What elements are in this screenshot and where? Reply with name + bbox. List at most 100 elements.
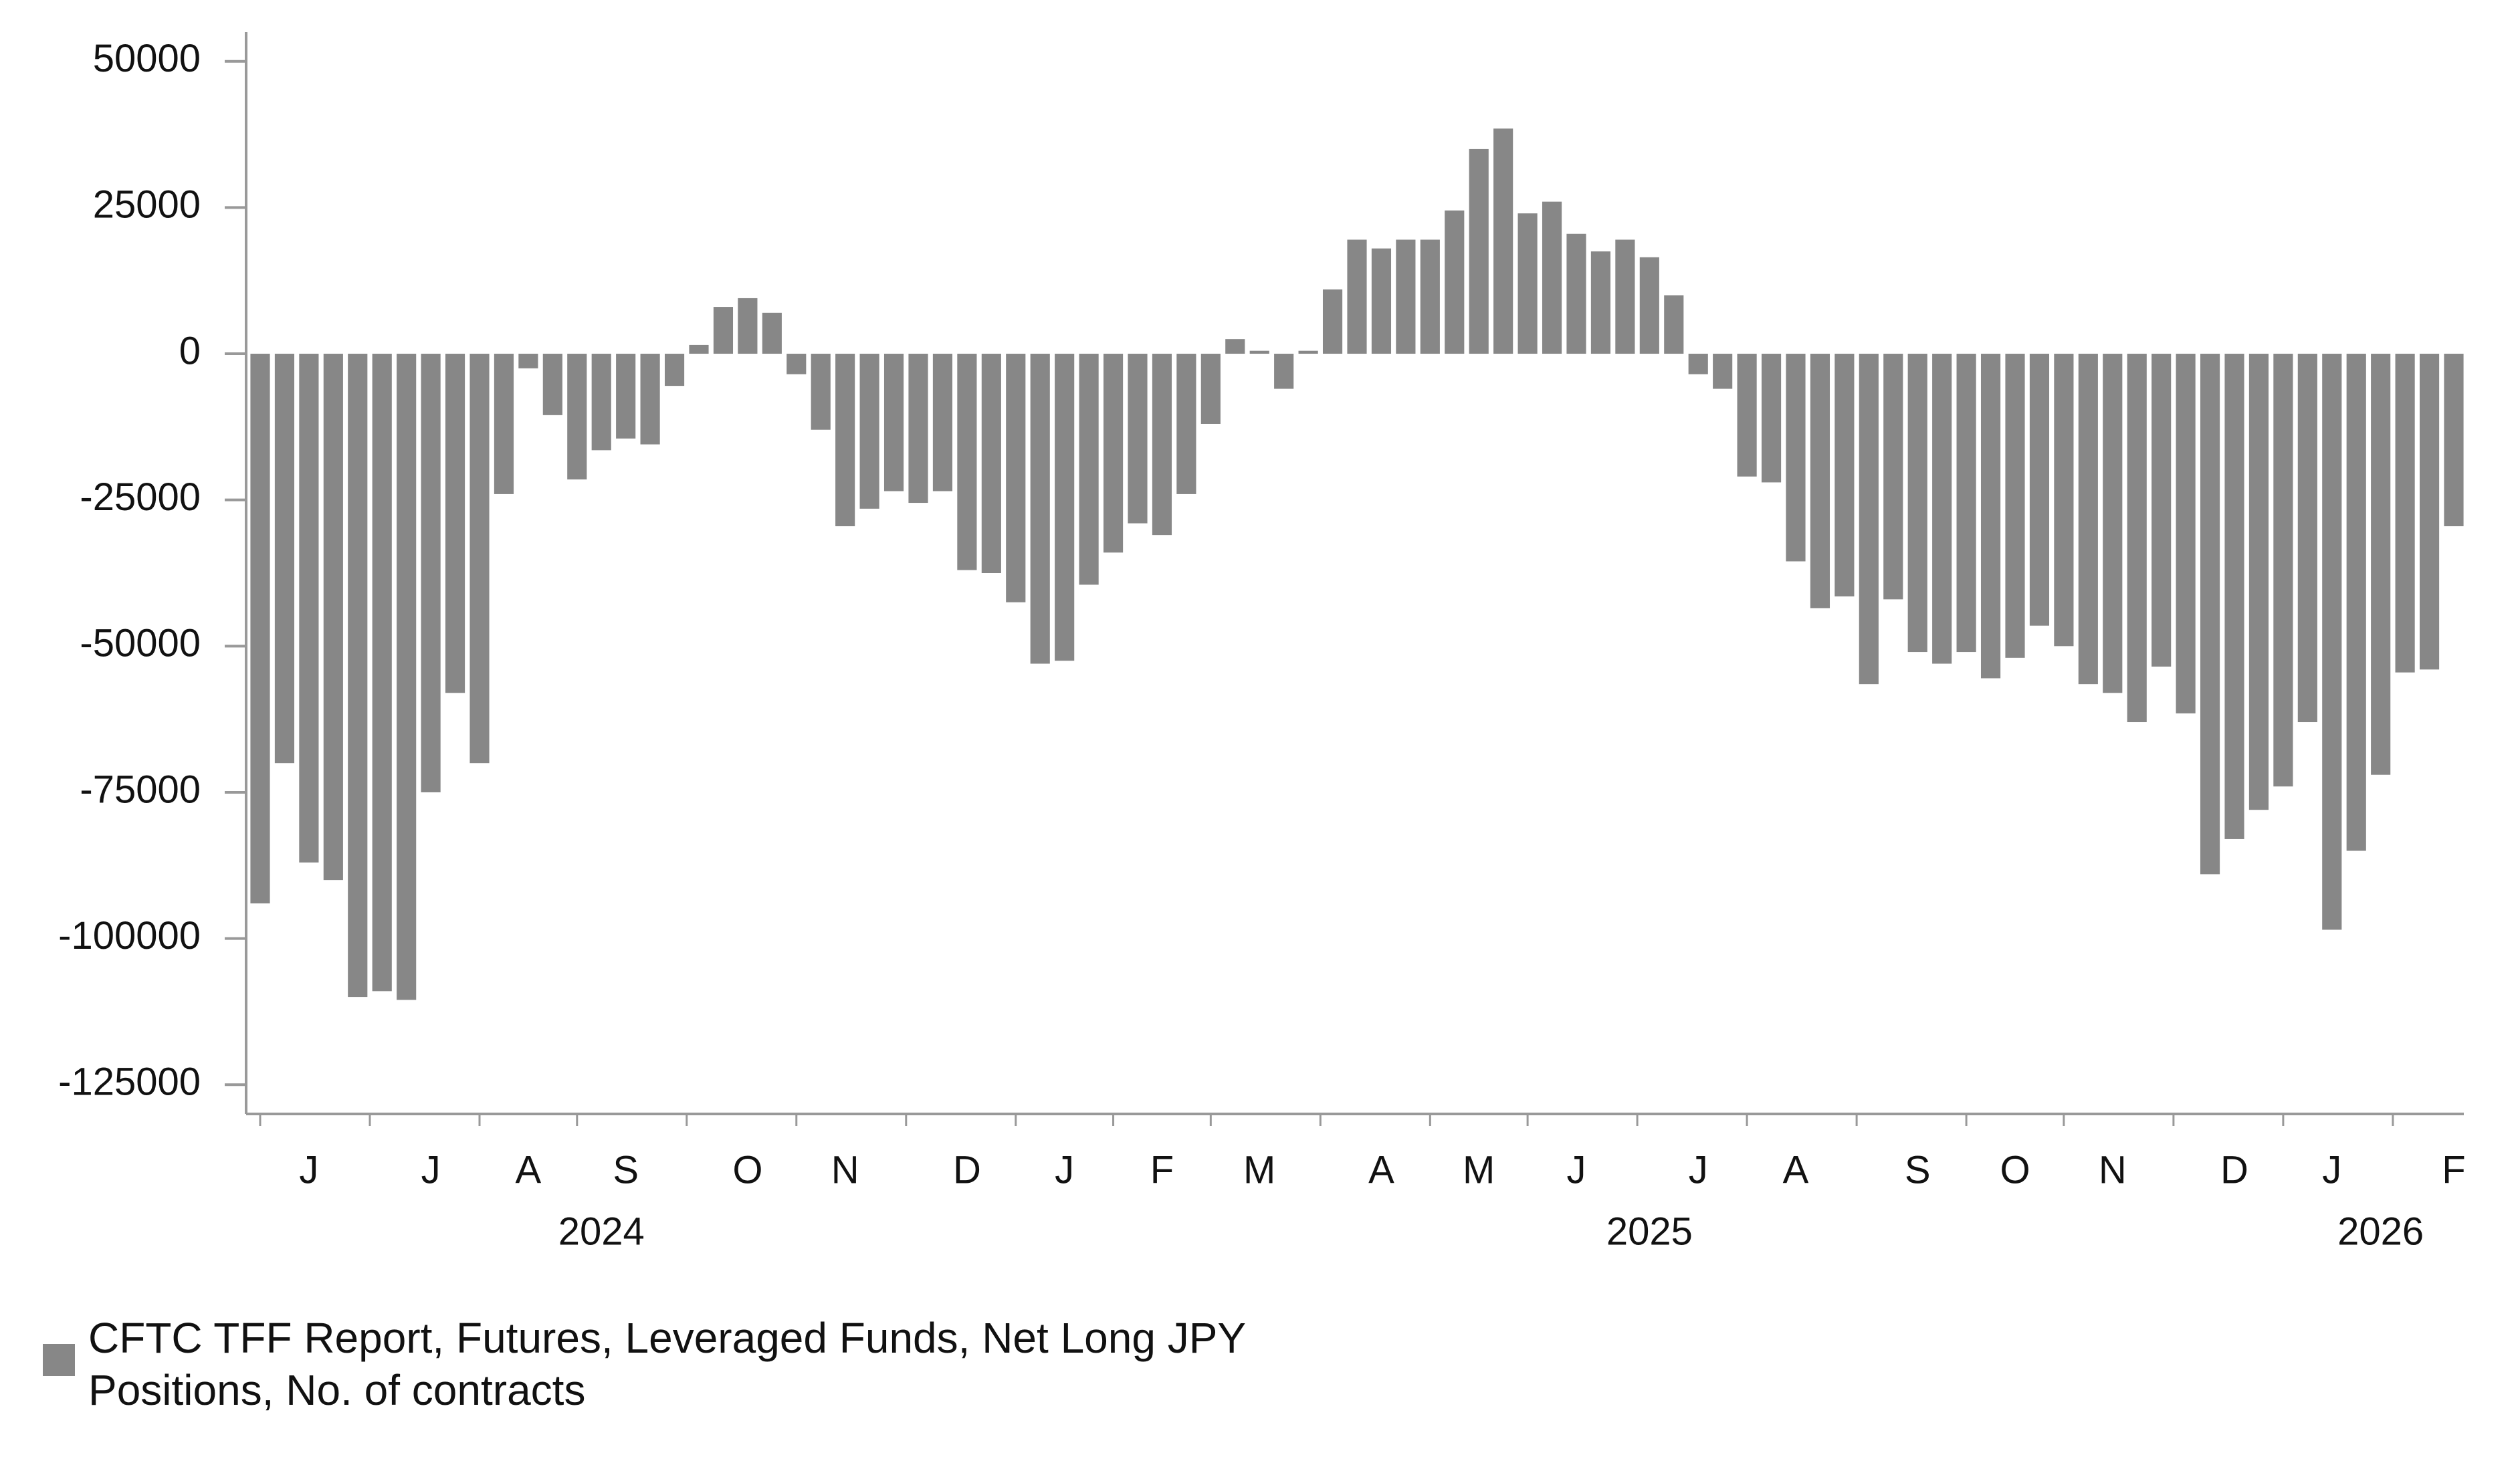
bar xyxy=(2127,354,2147,723)
bar xyxy=(1055,354,1075,661)
bar xyxy=(445,354,465,693)
bar xyxy=(494,354,514,494)
x-tick-label: D xyxy=(2220,1148,2248,1192)
bar xyxy=(762,312,782,354)
bar xyxy=(2029,354,2050,626)
bar xyxy=(1566,233,1586,354)
bar xyxy=(811,354,831,430)
bar xyxy=(1859,354,1879,685)
bar xyxy=(2151,354,2172,667)
bar xyxy=(1079,354,1099,585)
bar xyxy=(372,354,392,992)
bar xyxy=(1615,239,1635,354)
y-tick-label: -50000 xyxy=(80,622,201,665)
bar xyxy=(1030,354,1050,664)
x-tick-label: J xyxy=(421,1148,441,1192)
x-tick-label: M xyxy=(1463,1148,1495,1192)
bar xyxy=(1761,354,1782,483)
bar xyxy=(2248,354,2269,810)
bar xyxy=(591,354,611,451)
bar xyxy=(2395,354,2415,673)
bar xyxy=(1688,354,1708,374)
bar xyxy=(1517,213,1538,354)
bar xyxy=(1103,354,1124,553)
x-tick-label: J xyxy=(1055,1148,1074,1192)
bar xyxy=(1396,239,1416,354)
bar xyxy=(859,354,879,509)
legend: CFTC TFF Report, Futures, Leveraged Fund… xyxy=(43,1312,1426,1416)
bar xyxy=(274,354,295,764)
bar xyxy=(421,354,441,792)
chart: -125000 -100000 -75000 -50000 -25000 0 25000 50… xyxy=(58,32,2466,1253)
bar xyxy=(1274,354,1294,389)
x-tick-label: F xyxy=(2442,1148,2465,1192)
bar xyxy=(1590,251,1611,354)
bar xyxy=(2371,354,2391,775)
x-tick-label: S xyxy=(613,1148,639,1192)
y-tick-label: 50000 xyxy=(93,37,201,80)
bar xyxy=(1128,354,1148,524)
x-tick-label: J xyxy=(1567,1148,1586,1192)
x-tick-label: D xyxy=(953,1148,981,1192)
bar xyxy=(1810,354,1830,608)
bar xyxy=(1225,339,1245,354)
bar xyxy=(2078,354,2098,685)
x-tick-label: J xyxy=(2322,1148,2341,1192)
bar xyxy=(2224,354,2244,839)
bar xyxy=(542,354,562,415)
bar xyxy=(1664,295,1684,354)
y-tick-label: 0 xyxy=(179,329,201,372)
y-tick-label: 25000 xyxy=(93,183,201,227)
y-tick-label: -100000 xyxy=(58,914,201,957)
bar xyxy=(2346,354,2366,851)
bar xyxy=(1176,354,1196,494)
x-tick-label: J xyxy=(299,1148,318,1192)
bar xyxy=(348,354,368,998)
bar xyxy=(689,344,709,354)
x-tick-label: O xyxy=(732,1148,762,1192)
bar xyxy=(957,354,977,570)
bar xyxy=(908,354,928,503)
bar xyxy=(1737,354,1757,477)
bar xyxy=(1322,289,1343,354)
bar xyxy=(2200,354,2220,875)
bar xyxy=(786,354,807,374)
bar xyxy=(1298,350,1318,354)
bar xyxy=(1883,354,1903,600)
bar xyxy=(1249,350,1269,354)
bar xyxy=(1932,354,1952,664)
y-tick-label: -75000 xyxy=(80,768,201,811)
bar xyxy=(1200,354,1221,424)
x-tick-label: S xyxy=(1905,1148,1931,1192)
bar xyxy=(2297,354,2317,723)
bar xyxy=(518,354,538,368)
legend-swatch xyxy=(43,1344,75,1376)
bar xyxy=(1493,128,1513,354)
bar xyxy=(2176,354,2196,713)
bar xyxy=(1834,354,1855,596)
bar xyxy=(1347,239,1367,354)
bar xyxy=(299,354,319,863)
y-tick-label: -125000 xyxy=(58,1060,201,1104)
x-tick-label: A xyxy=(1368,1148,1394,1192)
x-tick-label: A xyxy=(516,1148,542,1192)
bar xyxy=(1152,354,1172,536)
x-tick-label: F xyxy=(1150,1148,1174,1192)
bar xyxy=(2322,354,2342,930)
bar xyxy=(1907,354,1927,653)
bar xyxy=(835,354,855,527)
bar xyxy=(2103,354,2123,693)
year-label: 2026 xyxy=(2337,1210,2424,1253)
bar xyxy=(2005,354,2025,658)
bar xyxy=(1445,210,1465,354)
bar xyxy=(2419,354,2440,670)
x-tick-label: N xyxy=(831,1148,859,1192)
bar xyxy=(1371,248,1392,354)
bar xyxy=(2054,354,2074,647)
bar xyxy=(2444,354,2464,527)
bar xyxy=(250,354,270,904)
year-label: 2025 xyxy=(1606,1210,1693,1253)
bar xyxy=(323,354,343,881)
bar xyxy=(981,354,1001,573)
